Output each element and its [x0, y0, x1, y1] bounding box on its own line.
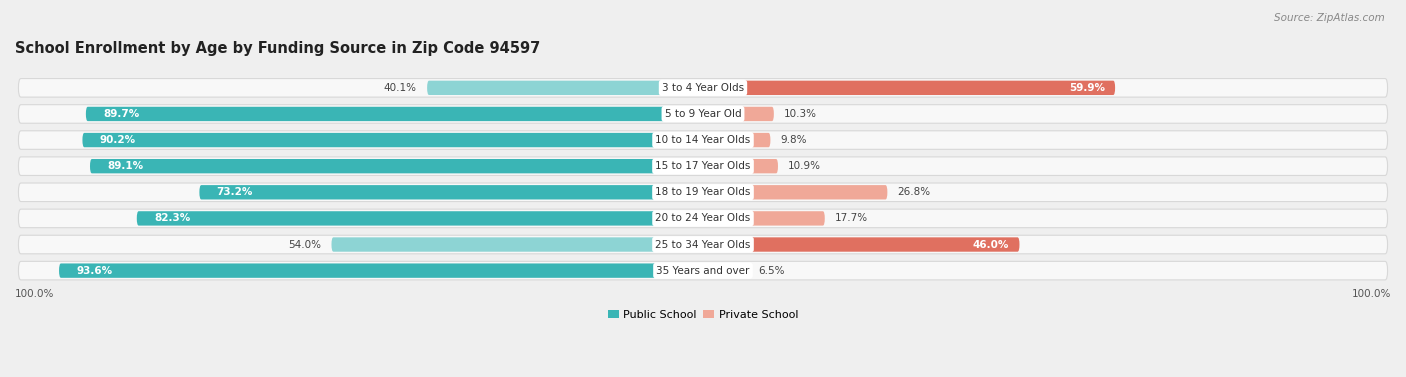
Text: 26.8%: 26.8%	[897, 187, 931, 197]
FancyBboxPatch shape	[18, 183, 1388, 202]
FancyBboxPatch shape	[136, 211, 703, 225]
FancyBboxPatch shape	[200, 185, 703, 199]
FancyBboxPatch shape	[18, 78, 1388, 97]
FancyBboxPatch shape	[59, 264, 703, 278]
FancyBboxPatch shape	[18, 261, 1388, 280]
FancyBboxPatch shape	[703, 107, 773, 121]
FancyBboxPatch shape	[427, 81, 703, 95]
Text: 6.5%: 6.5%	[758, 266, 785, 276]
Text: School Enrollment by Age by Funding Source in Zip Code 94597: School Enrollment by Age by Funding Sour…	[15, 41, 540, 57]
FancyBboxPatch shape	[18, 235, 1388, 254]
Text: 35 Years and over: 35 Years and over	[657, 266, 749, 276]
FancyBboxPatch shape	[18, 105, 1388, 123]
Text: 100.0%: 100.0%	[15, 290, 55, 299]
Text: 10 to 14 Year Olds: 10 to 14 Year Olds	[655, 135, 751, 145]
Text: 89.7%: 89.7%	[103, 109, 139, 119]
Text: 3 to 4 Year Olds: 3 to 4 Year Olds	[662, 83, 744, 93]
Text: 54.0%: 54.0%	[288, 239, 321, 250]
Text: 5 to 9 Year Old: 5 to 9 Year Old	[665, 109, 741, 119]
Text: 73.2%: 73.2%	[217, 187, 253, 197]
Text: 93.6%: 93.6%	[76, 266, 112, 276]
FancyBboxPatch shape	[332, 238, 703, 252]
FancyBboxPatch shape	[90, 159, 703, 173]
Text: 90.2%: 90.2%	[100, 135, 136, 145]
Text: 17.7%: 17.7%	[835, 213, 869, 224]
FancyBboxPatch shape	[703, 238, 1019, 252]
FancyBboxPatch shape	[703, 211, 825, 225]
FancyBboxPatch shape	[18, 209, 1388, 228]
FancyBboxPatch shape	[703, 159, 778, 173]
FancyBboxPatch shape	[83, 133, 703, 147]
Text: 46.0%: 46.0%	[973, 239, 1010, 250]
Text: 20 to 24 Year Olds: 20 to 24 Year Olds	[655, 213, 751, 224]
FancyBboxPatch shape	[18, 131, 1388, 149]
Text: 9.8%: 9.8%	[780, 135, 807, 145]
Text: 100.0%: 100.0%	[1351, 290, 1391, 299]
Text: 10.3%: 10.3%	[785, 109, 817, 119]
Text: 40.1%: 40.1%	[384, 83, 416, 93]
FancyBboxPatch shape	[703, 185, 887, 199]
Text: 59.9%: 59.9%	[1069, 83, 1105, 93]
FancyBboxPatch shape	[703, 81, 1115, 95]
Text: 89.1%: 89.1%	[107, 161, 143, 171]
FancyBboxPatch shape	[703, 133, 770, 147]
Text: 10.9%: 10.9%	[789, 161, 821, 171]
Text: 25 to 34 Year Olds: 25 to 34 Year Olds	[655, 239, 751, 250]
Text: 15 to 17 Year Olds: 15 to 17 Year Olds	[655, 161, 751, 171]
Text: 82.3%: 82.3%	[155, 213, 190, 224]
FancyBboxPatch shape	[703, 264, 748, 278]
Text: Source: ZipAtlas.com: Source: ZipAtlas.com	[1274, 13, 1385, 23]
Legend: Public School, Private School: Public School, Private School	[603, 305, 803, 324]
FancyBboxPatch shape	[18, 157, 1388, 175]
Text: 18 to 19 Year Olds: 18 to 19 Year Olds	[655, 187, 751, 197]
FancyBboxPatch shape	[86, 107, 703, 121]
